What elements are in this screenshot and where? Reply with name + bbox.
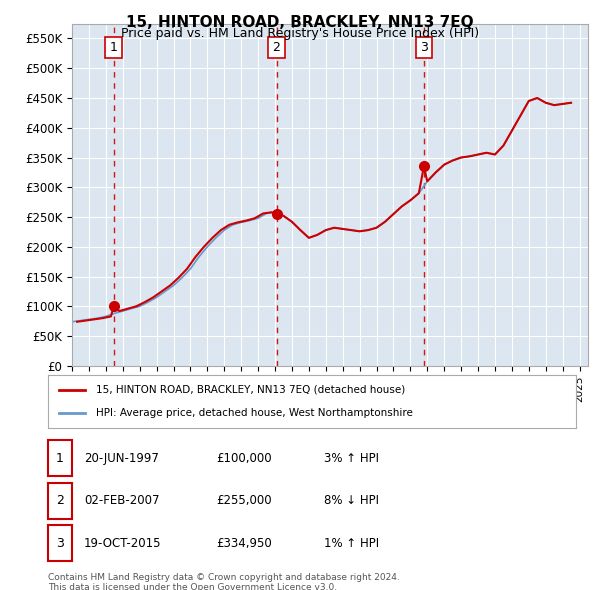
Text: 1% ↑ HPI: 1% ↑ HPI xyxy=(324,537,379,550)
Text: 3: 3 xyxy=(420,41,428,54)
Text: 1: 1 xyxy=(110,41,118,54)
Text: 3: 3 xyxy=(56,536,64,549)
Text: 3% ↑ HPI: 3% ↑ HPI xyxy=(324,452,379,465)
Text: Price paid vs. HM Land Registry's House Price Index (HPI): Price paid vs. HM Land Registry's House … xyxy=(121,27,479,40)
Text: 19-OCT-2015: 19-OCT-2015 xyxy=(84,537,161,550)
Text: 02-FEB-2007: 02-FEB-2007 xyxy=(84,494,160,507)
Text: HPI: Average price, detached house, West Northamptonshire: HPI: Average price, detached house, West… xyxy=(95,408,412,418)
Text: 1: 1 xyxy=(56,451,64,464)
Text: 8% ↓ HPI: 8% ↓ HPI xyxy=(324,494,379,507)
Text: 15, HINTON ROAD, BRACKLEY, NN13 7EQ (detached house): 15, HINTON ROAD, BRACKLEY, NN13 7EQ (det… xyxy=(95,385,405,395)
Text: Contains HM Land Registry data © Crown copyright and database right 2024.
This d: Contains HM Land Registry data © Crown c… xyxy=(48,573,400,590)
Text: £334,950: £334,950 xyxy=(216,537,272,550)
Text: 15, HINTON ROAD, BRACKLEY, NN13 7EQ: 15, HINTON ROAD, BRACKLEY, NN13 7EQ xyxy=(126,15,474,30)
Text: £255,000: £255,000 xyxy=(216,494,272,507)
Text: 20-JUN-1997: 20-JUN-1997 xyxy=(84,452,159,465)
Text: £100,000: £100,000 xyxy=(216,452,272,465)
Text: 2: 2 xyxy=(272,41,280,54)
Text: 2: 2 xyxy=(56,494,64,507)
